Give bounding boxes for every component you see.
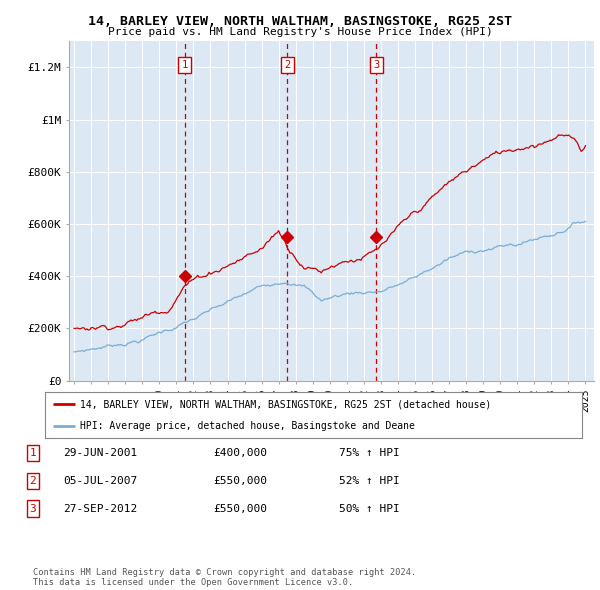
Text: £550,000: £550,000	[213, 504, 267, 513]
Text: £400,000: £400,000	[213, 448, 267, 458]
Text: 14, BARLEY VIEW, NORTH WALTHAM, BASINGSTOKE, RG25 2ST (detached house): 14, BARLEY VIEW, NORTH WALTHAM, BASINGST…	[80, 399, 491, 409]
Text: 3: 3	[29, 504, 37, 513]
Text: 50% ↑ HPI: 50% ↑ HPI	[339, 504, 400, 513]
Text: 1: 1	[29, 448, 37, 458]
Text: 29-JUN-2001: 29-JUN-2001	[63, 448, 137, 458]
Text: 3: 3	[373, 60, 380, 70]
Text: Contains HM Land Registry data © Crown copyright and database right 2024.
This d: Contains HM Land Registry data © Crown c…	[33, 568, 416, 587]
Text: 2: 2	[29, 476, 37, 486]
Text: 1: 1	[182, 60, 188, 70]
Text: £550,000: £550,000	[213, 476, 267, 486]
Text: 27-SEP-2012: 27-SEP-2012	[63, 504, 137, 513]
Text: 75% ↑ HPI: 75% ↑ HPI	[339, 448, 400, 458]
Text: Price paid vs. HM Land Registry's House Price Index (HPI): Price paid vs. HM Land Registry's House …	[107, 27, 493, 37]
Text: HPI: Average price, detached house, Basingstoke and Deane: HPI: Average price, detached house, Basi…	[80, 421, 415, 431]
Text: 14, BARLEY VIEW, NORTH WALTHAM, BASINGSTOKE, RG25 2ST: 14, BARLEY VIEW, NORTH WALTHAM, BASINGST…	[88, 15, 512, 28]
Text: 2: 2	[284, 60, 290, 70]
Text: 52% ↑ HPI: 52% ↑ HPI	[339, 476, 400, 486]
Text: 05-JUL-2007: 05-JUL-2007	[63, 476, 137, 486]
